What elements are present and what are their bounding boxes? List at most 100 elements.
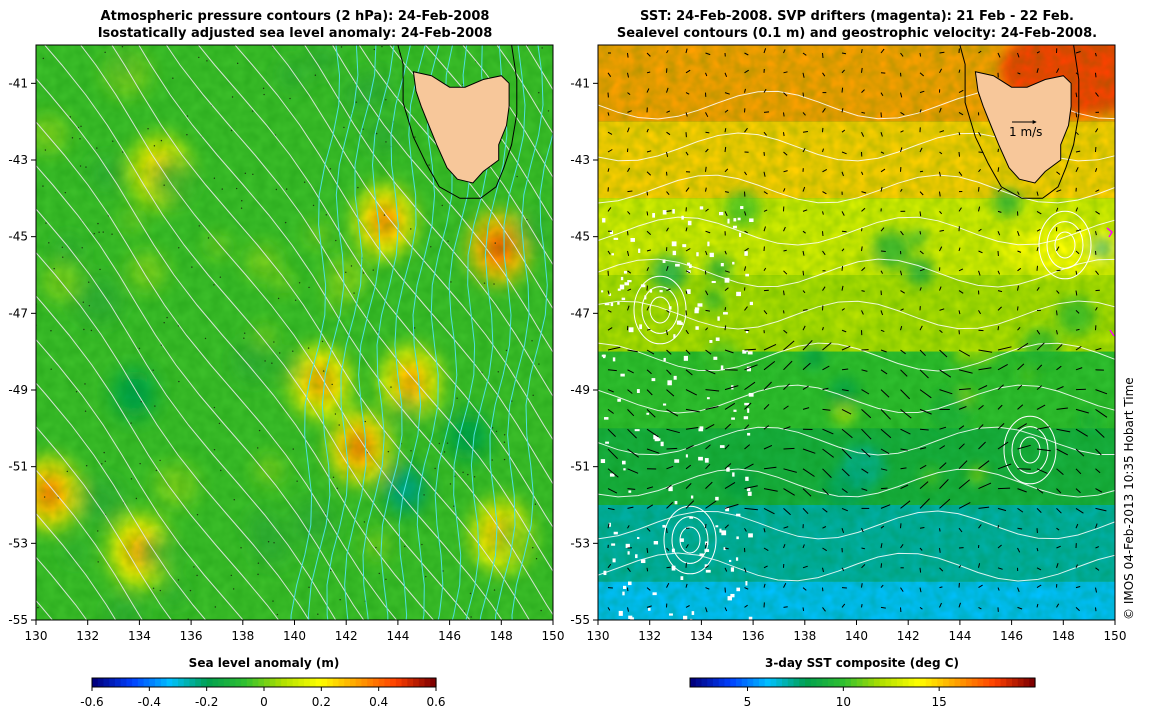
imos-credit: © IMOS 04-Feb-2013 10:35 Hobart Time xyxy=(1122,377,1136,620)
eddy-contour xyxy=(671,516,709,564)
velocity-vector xyxy=(685,248,691,252)
cloud-pixel xyxy=(747,491,752,496)
velocity-vector xyxy=(724,109,729,113)
velocity-vector xyxy=(997,441,1009,450)
velocity-vector xyxy=(822,52,824,59)
velocity-vector xyxy=(802,544,805,549)
velocity-vector xyxy=(997,148,999,153)
colorbar-segment xyxy=(315,678,322,687)
velocity-vector xyxy=(607,507,615,511)
velocity-vector xyxy=(939,426,947,430)
cloud-pixel xyxy=(649,289,653,293)
cloud-pixel xyxy=(635,554,638,559)
velocity-vector xyxy=(1017,488,1027,493)
sea-level-contour xyxy=(598,216,1115,246)
cloud-pixel xyxy=(601,290,604,293)
sla-dot xyxy=(230,129,233,132)
velocity-vector xyxy=(627,288,632,292)
colorbar-tick-label: 0.2 xyxy=(312,695,331,709)
velocity-vector xyxy=(880,504,891,509)
velocity-vector xyxy=(900,389,911,400)
velocity-vector xyxy=(939,68,943,74)
sla-dot xyxy=(438,442,440,445)
cloud-pixel xyxy=(619,284,625,290)
velocity-vector xyxy=(880,409,891,420)
cloud-pixel xyxy=(674,459,680,463)
velocity-vector xyxy=(861,468,869,474)
velocity-vector xyxy=(763,226,766,232)
velocity-vector xyxy=(1056,365,1062,371)
velocity-vector xyxy=(607,112,610,116)
velocity-vector xyxy=(1056,407,1068,410)
velocity-vector xyxy=(841,603,846,608)
velocity-vector xyxy=(900,369,908,377)
sla-dot xyxy=(213,448,216,451)
velocity-vector xyxy=(919,52,922,57)
velocity-vector xyxy=(705,72,708,77)
velocity-vector xyxy=(919,147,923,153)
velocity-vector xyxy=(861,290,865,292)
velocity-vector xyxy=(919,428,929,431)
velocity-vector xyxy=(802,325,806,331)
sla-dot xyxy=(103,451,105,454)
cloud-pixel xyxy=(685,454,688,458)
velocity-vector xyxy=(997,306,1002,311)
velocity-vector xyxy=(958,151,960,157)
colorbar-tick-label: 0 xyxy=(260,695,268,709)
colorbar-segment xyxy=(856,678,864,687)
sla-dot xyxy=(340,46,343,48)
velocity-vector xyxy=(744,211,747,216)
cloud-pixel xyxy=(733,218,737,222)
cloud-pixel xyxy=(640,559,646,564)
velocity-vector xyxy=(861,171,864,175)
velocity-vector xyxy=(822,526,827,529)
sla-dot xyxy=(84,383,86,385)
sla-dot xyxy=(373,48,376,51)
y-tick-label: -55 xyxy=(570,613,590,627)
velocity-vector xyxy=(724,211,728,217)
velocity-vector xyxy=(1095,128,1099,133)
velocity-vector xyxy=(997,210,1002,213)
cloud-pixel xyxy=(636,389,640,393)
pressure-contour xyxy=(36,295,280,620)
colorbar-segment xyxy=(367,678,374,687)
cloud-pixel xyxy=(662,259,666,263)
velocity-vector xyxy=(978,250,983,254)
cloud-pixel xyxy=(695,326,699,330)
velocity-vector xyxy=(880,525,885,529)
sla-dot xyxy=(267,541,270,543)
velocity-vector xyxy=(627,127,630,133)
velocity-vector xyxy=(1056,310,1058,316)
cloud-pixel xyxy=(617,301,620,305)
velocity-vector xyxy=(841,567,845,572)
sla-dot xyxy=(363,521,366,523)
velocity-vector xyxy=(724,385,739,391)
colorbar-segment xyxy=(764,678,772,687)
velocity-vector xyxy=(1056,68,1060,74)
velocity-vector xyxy=(646,71,651,74)
velocity-vector xyxy=(841,108,844,113)
velocity-vector xyxy=(997,167,1000,172)
velocity-vector xyxy=(861,604,863,608)
velocity-vector xyxy=(607,72,612,77)
velocity-vector xyxy=(666,484,672,490)
sla-dot xyxy=(345,271,347,274)
velocity-vector xyxy=(1017,587,1020,592)
velocity-vector xyxy=(958,564,962,569)
colorbar-segment xyxy=(344,678,351,687)
sla-dot xyxy=(80,125,82,128)
colorbar-segment xyxy=(264,678,271,687)
velocity-vector xyxy=(666,227,669,232)
sla-dot xyxy=(235,187,238,190)
sla-dot xyxy=(538,363,540,365)
sla-dot xyxy=(385,99,387,101)
sla-dot xyxy=(220,469,222,472)
velocity-vector xyxy=(705,112,709,118)
velocity-vector xyxy=(783,170,788,173)
cloud-pixel xyxy=(659,290,663,293)
velocity-vector xyxy=(861,111,866,114)
velocity-vector xyxy=(900,428,911,435)
cloud-pixel xyxy=(618,610,623,616)
colorbar-segment xyxy=(160,678,168,687)
sla-dot xyxy=(196,514,199,516)
